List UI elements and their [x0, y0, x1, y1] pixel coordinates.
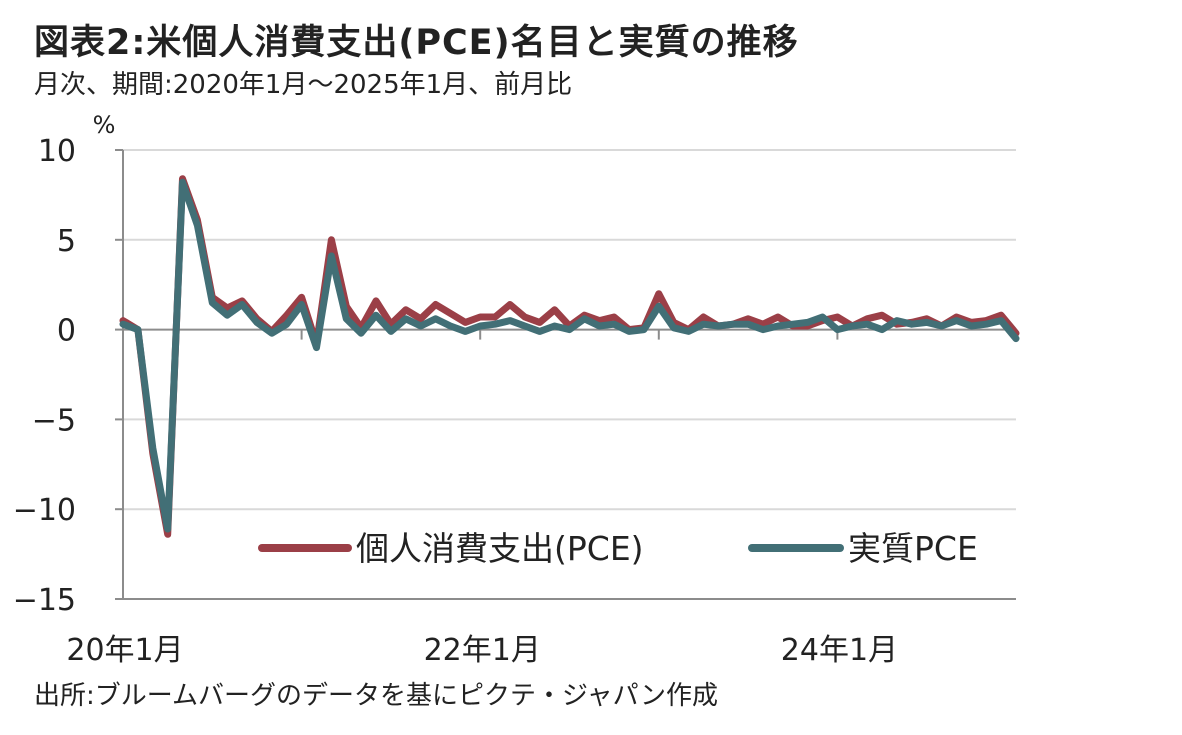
x-tick-label: 22年1月: [424, 633, 541, 668]
grid-lines: [123, 149, 1016, 511]
y-tick-label: −10: [13, 493, 76, 528]
y-tick-label: 10: [38, 134, 76, 169]
y-tick-label: 5: [57, 224, 76, 259]
y-axis-unit-label: %: [93, 111, 116, 139]
series-line-real-pce: [119, 178, 1020, 533]
series-lines: [119, 175, 1020, 538]
source-note: 出所:ブルームバーグのデータを基にピクテ・ジャパン作成: [34, 681, 718, 711]
tick-labels: 10 5 0 −5 −10 −15% 20年1月 22年1月 24年1月: [13, 111, 898, 668]
x-tick-label: 24年1月: [781, 633, 898, 668]
legend-label-nominal: 個人消費支出(PCE): [356, 529, 644, 568]
y-tick-label: −15: [13, 583, 76, 618]
y-tick-label: −5: [32, 403, 76, 438]
series-line-nominal-pce: [119, 175, 1020, 538]
chart-subtitle: 月次、期間:2020年1月〜2025年1月、前月比: [34, 70, 573, 100]
x-tick-label: 20年1月: [66, 633, 183, 668]
chart-title: 図表2:米個人消費支出(PCE)名目と実質の推移: [34, 23, 799, 63]
legend-label-real: 実質PCE: [848, 529, 978, 568]
y-tick-label: 0: [57, 314, 76, 349]
legend: 個人消費支出(PCE) 実質PCE: [258, 529, 978, 568]
